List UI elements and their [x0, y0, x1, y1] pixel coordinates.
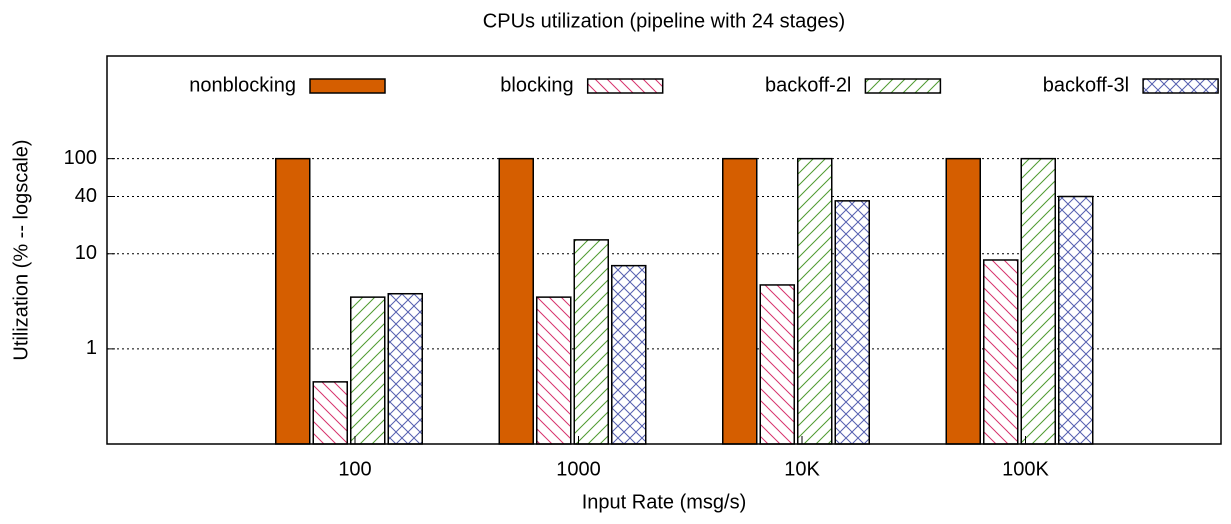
bar: [759, 284, 795, 445]
legend-swatch: [1142, 78, 1219, 94]
y-axis-label: Utilization (% -- logscale): [10, 139, 32, 360]
bar: [573, 239, 609, 445]
bar: [611, 264, 647, 445]
x-axis-label: Input Rate (msg/s): [582, 491, 747, 513]
bar: [350, 296, 386, 445]
y-tick-label: 1: [86, 337, 97, 359]
x-tick-label: 1000: [556, 458, 601, 480]
bar: [834, 200, 870, 445]
chart-title: CPUs utilization (pipeline with 24 stage…: [483, 10, 845, 32]
bar: [722, 157, 758, 445]
bar: [275, 157, 311, 445]
legend-label: blocking: [500, 74, 573, 96]
y-tick-label: 100: [64, 147, 97, 169]
plot-frame: [106, 55, 1222, 445]
bar: [1058, 195, 1094, 445]
bar: [983, 259, 1019, 445]
bar: [498, 157, 534, 445]
x-tick-label: 10K: [784, 458, 820, 480]
legend-label: backoff-3l: [1043, 74, 1129, 96]
bar: [536, 296, 572, 445]
legend-swatch: [864, 78, 942, 94]
y-tick-label: 40: [75, 185, 97, 207]
bar: [797, 157, 833, 445]
legend-swatch: [586, 78, 664, 94]
bar: [312, 381, 348, 445]
y-tick-label: 10: [75, 242, 97, 264]
legend-swatch: [309, 78, 386, 94]
legend-label: backoff-2l: [765, 74, 851, 96]
bar: [1020, 157, 1056, 445]
plot-area: [107, 157, 1221, 445]
bar: [945, 157, 981, 445]
bar: [387, 292, 423, 445]
x-tick-label: 100: [338, 458, 371, 480]
legend-label: nonblocking: [189, 74, 296, 96]
x-tick-label: 100K: [1002, 458, 1049, 480]
